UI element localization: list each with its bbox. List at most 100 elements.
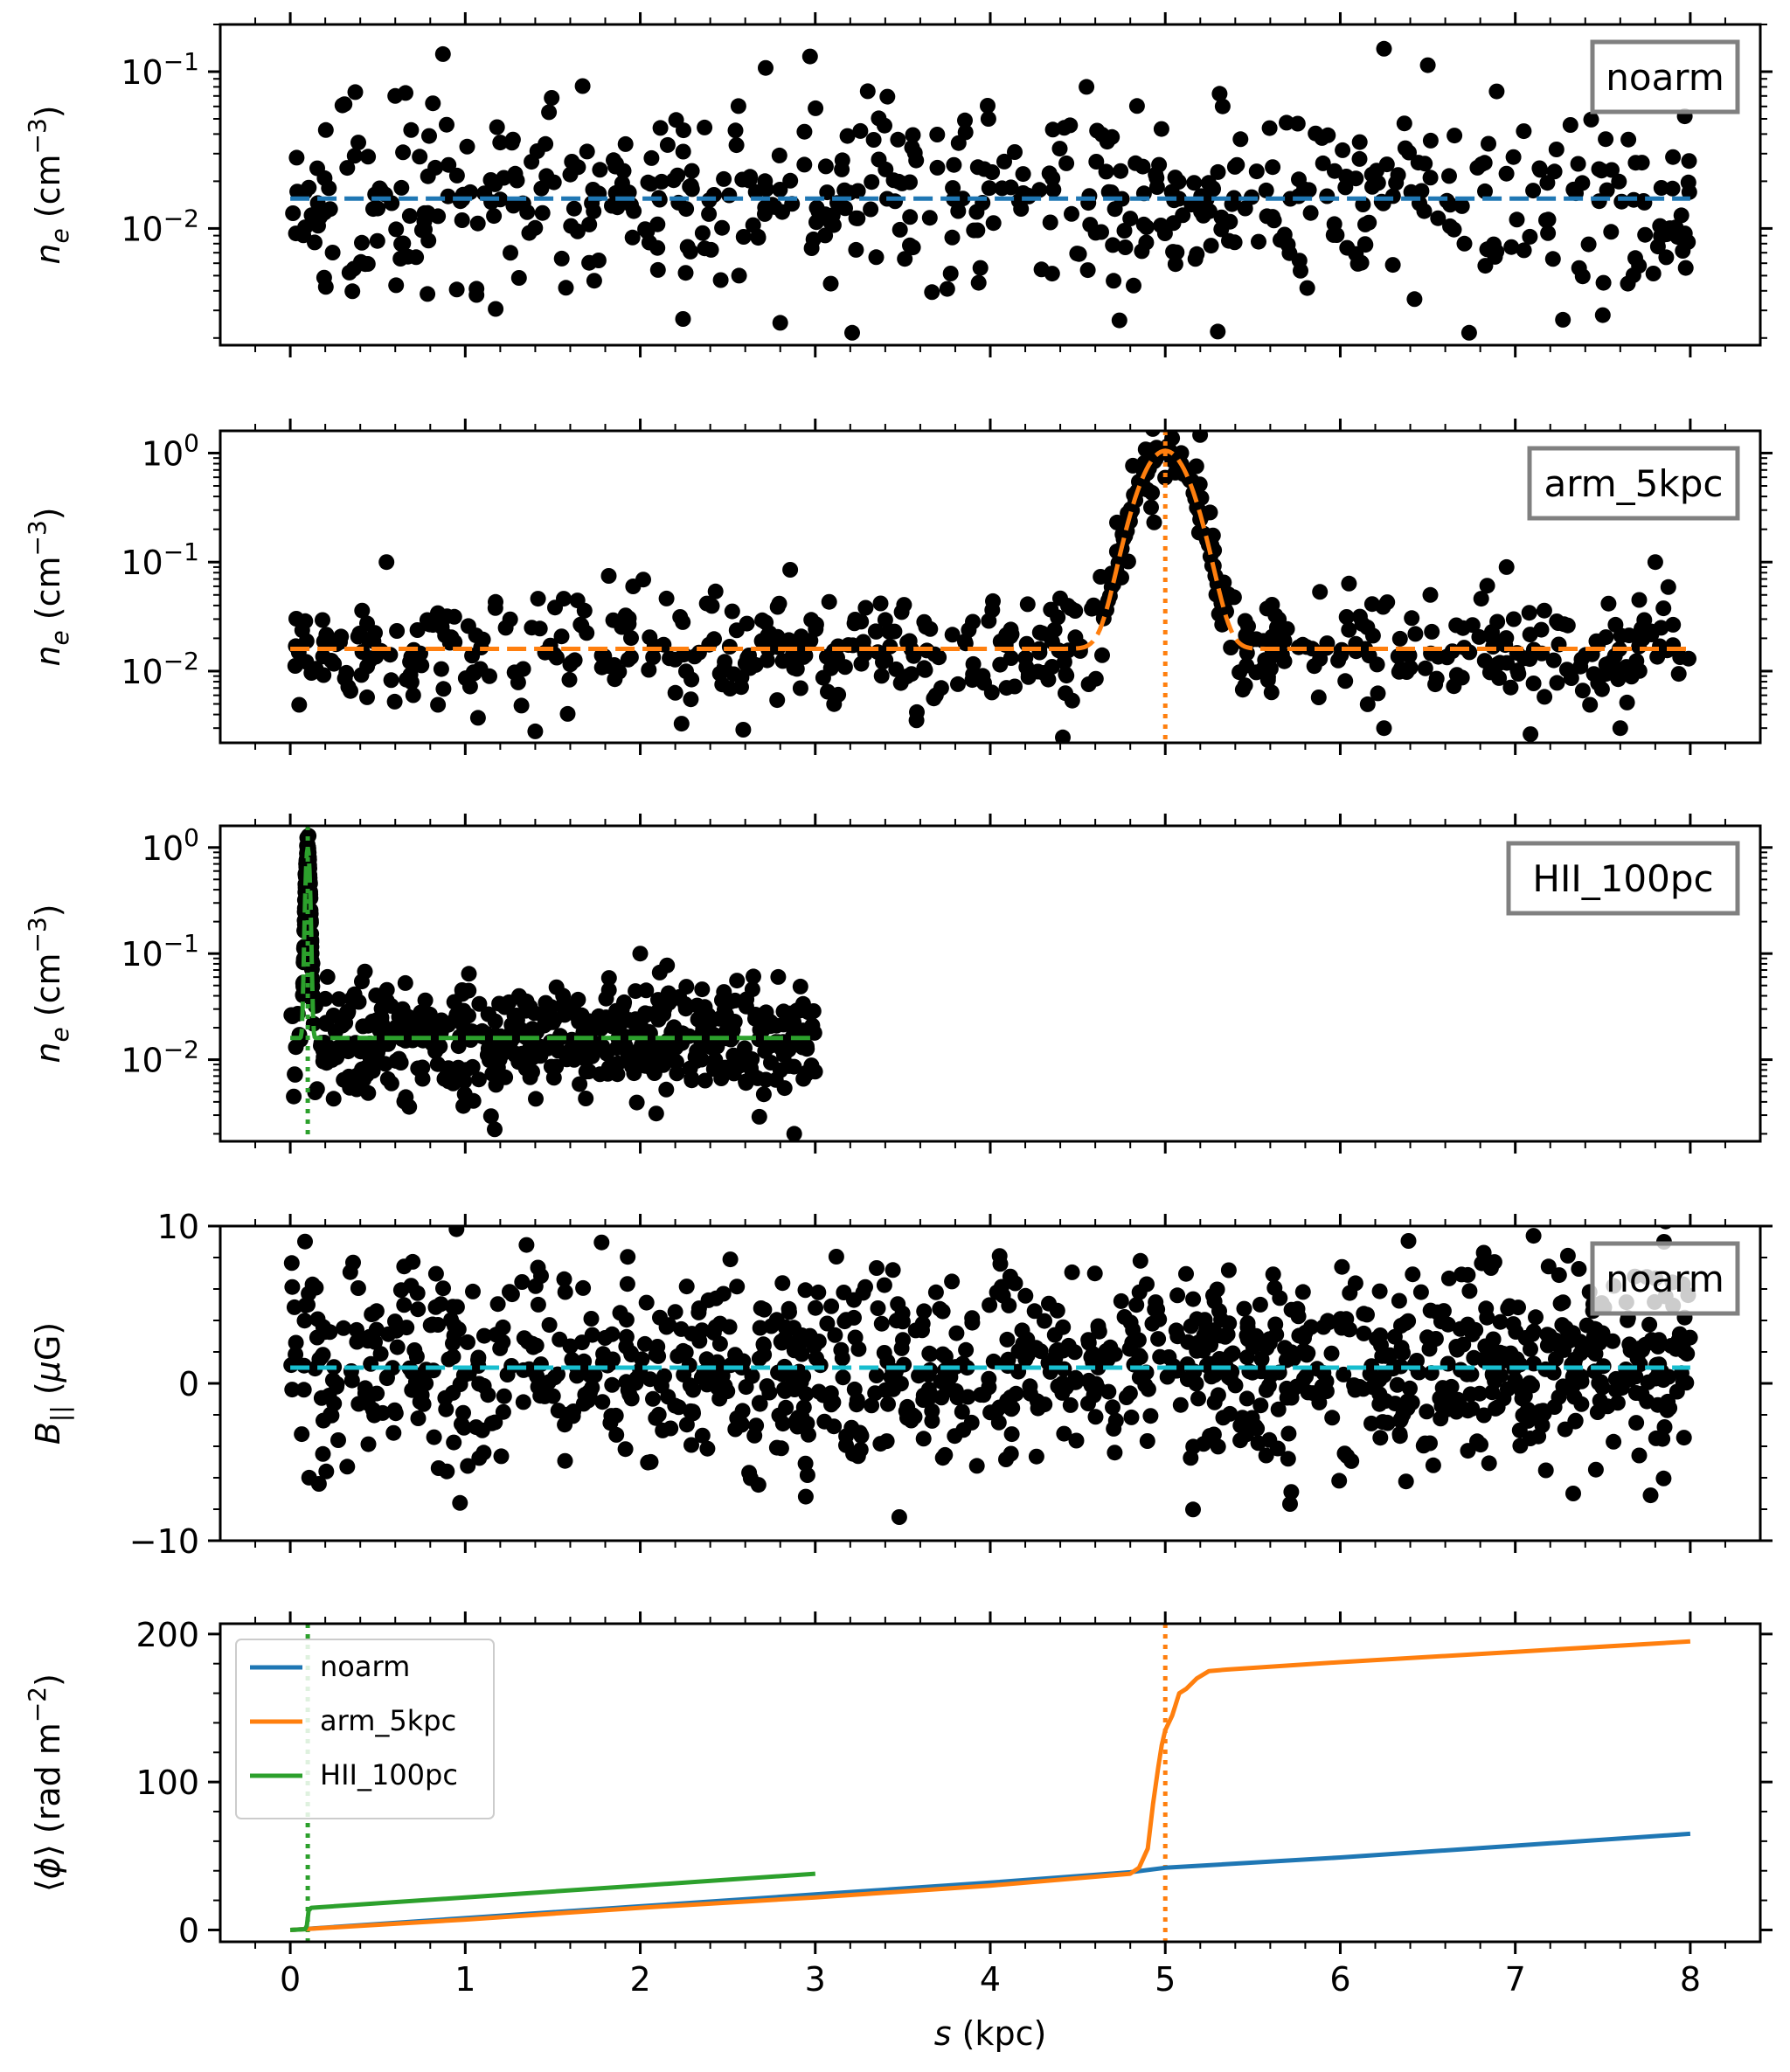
data-point [776,1080,793,1097]
data-point [573,1334,590,1351]
data-point [745,217,761,233]
data-point [1621,1336,1638,1353]
data-point [725,1065,742,1082]
data-point [1389,1376,1405,1393]
data-point [427,1299,444,1315]
data-point [1325,226,1342,243]
data-point [430,1013,447,1029]
data-point [503,135,520,151]
data-point [797,1455,814,1472]
data-point [759,652,775,669]
data-point [360,1436,377,1452]
data-point [1289,115,1306,132]
data-point [583,1311,600,1327]
data-point [427,1265,444,1282]
data-point [752,1396,768,1412]
data-point [1185,1501,1201,1518]
data-point [433,661,449,677]
data-point [566,652,583,669]
x-tick-label: 7 [1505,1960,1526,1999]
data-point [1338,609,1355,625]
data-point [838,1312,854,1328]
data-point [808,620,824,637]
data-point [1523,726,1539,743]
data-point [648,1105,664,1122]
data-point [1169,1328,1186,1345]
data-point [1341,575,1357,592]
data-point [482,172,499,188]
data-point [347,84,364,100]
data-point [508,1046,524,1062]
data-point [816,1413,833,1430]
data-point [434,45,451,62]
data-point [798,1386,815,1403]
data-point [1343,1452,1360,1469]
data-point [378,1370,395,1387]
data-point [1219,1327,1236,1343]
data-point [1238,1349,1255,1366]
data-point [1545,652,1562,669]
y-axis-label: ne (cm−3) [23,105,74,264]
data-point [668,1054,684,1071]
data-point [1452,1320,1468,1337]
data-point [976,675,992,691]
data-point [496,1388,512,1404]
data-point [643,1048,660,1064]
data-point [893,1340,910,1356]
data-point [677,1344,694,1361]
data-point [1060,642,1077,659]
data-point [349,1081,365,1098]
data-point [1377,1393,1394,1410]
data-point [425,617,441,634]
data-point [357,256,373,273]
data-point [533,1268,549,1284]
data-point [476,1327,492,1344]
data-point [606,152,621,169]
data-point [471,995,488,1012]
data-point [1282,1496,1298,1512]
data-point [954,191,971,207]
data-point [1412,1284,1429,1300]
data-point [564,154,580,170]
data-point [486,208,503,225]
data-point [989,1403,1005,1419]
data-point [1143,499,1159,516]
data-point [1145,431,1161,437]
data-point [592,162,608,178]
annotation-frame [1506,841,1740,916]
data-point [1599,182,1615,198]
data-point [1540,1258,1557,1275]
data-point [697,119,713,135]
data-point [1509,211,1525,228]
data-point [435,1280,451,1297]
data-point [1523,1341,1538,1357]
data-point [1372,1327,1389,1343]
data-point [885,1381,901,1397]
data-point [1259,672,1276,689]
data-point [569,223,586,239]
data-point [892,221,908,238]
data-point [1404,610,1420,627]
data-point [288,1334,304,1351]
data-point [1166,412,1182,428]
data-point [713,1361,730,1376]
data-point [1625,267,1641,283]
data-point [810,1284,827,1300]
data-point [1214,98,1231,114]
data-point [876,1345,892,1361]
data-point [1432,1390,1448,1406]
data-point [545,174,562,191]
data-point [902,209,919,225]
data-point [1583,111,1599,128]
data-point [711,1390,728,1407]
data-point [1003,1426,1020,1443]
data-point [1299,1347,1315,1363]
data-point [573,1007,590,1023]
data-point [480,1041,496,1057]
data-point [762,1018,779,1035]
data-point [1294,1284,1311,1300]
data-point [1107,1445,1123,1461]
data-point [731,267,747,284]
data-point [553,628,570,645]
data-point [1477,1338,1494,1355]
